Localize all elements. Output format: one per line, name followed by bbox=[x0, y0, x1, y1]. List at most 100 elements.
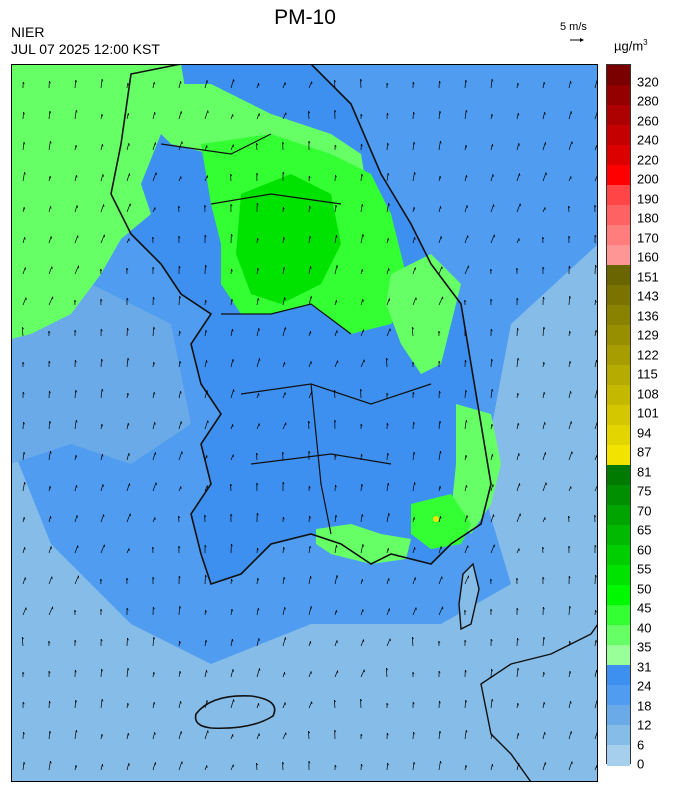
wind-arrow-icon bbox=[74, 144, 78, 151]
wind-reference-arrow-icon bbox=[570, 38, 584, 42]
wind-arrow-icon bbox=[516, 143, 520, 151]
wind-arrow-icon bbox=[568, 421, 573, 430]
wind-arrow-icon bbox=[230, 578, 233, 585]
wind-arrow-icon bbox=[412, 761, 416, 771]
wind-arrow-icon bbox=[282, 761, 285, 771]
wind-arrow-icon bbox=[516, 82, 519, 89]
legend-swatch bbox=[607, 505, 630, 526]
wind-arrow-icon bbox=[126, 702, 129, 709]
wind-arrow-icon bbox=[74, 389, 78, 399]
wind-arrow-icon bbox=[204, 574, 207, 585]
wind-arrow-icon bbox=[516, 392, 519, 399]
wind-arrow-icon bbox=[100, 423, 103, 430]
wind-arrow-icon bbox=[464, 454, 468, 461]
wind-arrow-icon bbox=[464, 669, 467, 678]
legend-swatch bbox=[607, 165, 630, 186]
wind-arrow-icon bbox=[22, 81, 25, 89]
legend-label: 200 bbox=[637, 171, 659, 187]
wind-arrow-icon bbox=[594, 574, 597, 585]
wind-arrow-icon bbox=[152, 142, 157, 151]
wind-arrow-icon bbox=[308, 606, 313, 616]
wind-arrow-icon bbox=[48, 450, 52, 461]
wind-arrow-icon bbox=[464, 359, 467, 368]
wind-arrow-icon bbox=[204, 670, 208, 678]
wind-arrow-icon bbox=[100, 608, 103, 616]
wind-arrow-icon bbox=[360, 423, 363, 429]
wind-arrow-icon bbox=[230, 699, 235, 709]
wind-arrow-icon bbox=[22, 297, 27, 306]
wind-arrow-icon bbox=[100, 638, 103, 647]
wind-arrow-icon bbox=[126, 483, 131, 492]
wind-arrow-icon bbox=[334, 235, 338, 244]
wind-arrow-icon bbox=[48, 760, 52, 771]
wind-arrow-icon bbox=[74, 515, 78, 523]
header-info: NIER JUL 07 2025 12:00 KST bbox=[11, 24, 160, 58]
wind-arrow-icon bbox=[22, 207, 26, 213]
wind-arrow-icon bbox=[490, 764, 494, 771]
map-title: PM-10 bbox=[274, 6, 336, 29]
wind-arrow-icon bbox=[516, 667, 520, 678]
wind-arrow-icon bbox=[74, 79, 78, 89]
wind-arrow-icon bbox=[178, 701, 182, 709]
legend-swatch bbox=[607, 445, 630, 466]
wind-arrow-icon bbox=[74, 359, 77, 368]
wind-arrow-icon bbox=[360, 78, 363, 89]
wind-arrow-icon bbox=[334, 204, 338, 213]
wind-arrow-icon bbox=[542, 392, 546, 399]
legend-swatch bbox=[607, 625, 630, 646]
wind-arrow-icon bbox=[594, 639, 598, 647]
wind-arrow-icon bbox=[568, 575, 571, 585]
legend-label: 115 bbox=[637, 366, 658, 382]
wind-arrow-icon bbox=[256, 202, 259, 213]
wind-arrow-icon bbox=[490, 328, 493, 337]
wind-arrow-icon bbox=[100, 514, 105, 523]
wind-arrow-icon bbox=[48, 80, 51, 89]
coastline bbox=[110, 64, 492, 586]
wind-arrow-icon bbox=[568, 701, 572, 709]
wind-arrow-icon bbox=[411, 326, 414, 337]
wind-arrow-icon bbox=[386, 268, 390, 275]
hotspot bbox=[433, 516, 439, 522]
wind-arrow-icon bbox=[178, 360, 182, 368]
wind-arrow-icon bbox=[516, 548, 520, 554]
legend-swatch bbox=[607, 425, 630, 446]
wind-arrow-icon bbox=[542, 266, 545, 275]
wind-arrow-icon bbox=[256, 512, 259, 523]
wind-arrow-icon bbox=[334, 484, 337, 492]
wind-arrow-icon bbox=[282, 297, 286, 306]
wind-arrow-icon bbox=[152, 606, 155, 616]
wind-arrow-icon bbox=[594, 234, 597, 243]
legend-label: 87 bbox=[637, 444, 652, 460]
wind-arrow-icon bbox=[386, 112, 389, 120]
legend-label: 108 bbox=[637, 386, 659, 402]
wind-arrow-icon bbox=[74, 205, 78, 213]
wind-arrow-icon bbox=[152, 576, 155, 585]
wind-arrow-icon bbox=[464, 329, 467, 337]
wind-arrow-icon bbox=[334, 454, 337, 461]
wind-arrow-icon bbox=[178, 761, 183, 771]
legend-label: 101 bbox=[637, 405, 659, 421]
wind-arrow-icon bbox=[464, 485, 468, 492]
wind-arrow-icon bbox=[100, 268, 103, 275]
wind-arrow-icon bbox=[542, 762, 547, 771]
wind-arrow-icon bbox=[542, 361, 545, 368]
wind-arrow-icon bbox=[360, 544, 364, 554]
wind-arrow-icon bbox=[438, 730, 442, 740]
wind-arrow-icon bbox=[178, 205, 181, 213]
wind-arrow-icon bbox=[464, 764, 468, 771]
wind-arrow-icon bbox=[204, 80, 209, 89]
wind-arrow-icon bbox=[542, 546, 545, 554]
wind-arrow-icon bbox=[282, 546, 285, 554]
legend-swatch bbox=[607, 465, 630, 486]
wind-arrow-icon bbox=[204, 420, 209, 430]
wind-arrow-icon bbox=[204, 110, 209, 120]
wind-arrow-icon bbox=[126, 548, 130, 554]
wind-arrow-icon bbox=[412, 237, 416, 244]
wind-arrow-icon bbox=[516, 637, 519, 647]
wind-arrow-icon bbox=[308, 515, 311, 523]
wind-arrow-icon bbox=[360, 173, 364, 182]
wind-arrow-icon bbox=[386, 452, 389, 461]
wind-arrow-icon bbox=[204, 455, 208, 461]
wind-arrow-icon bbox=[230, 424, 234, 430]
north-west-green bbox=[11, 64, 186, 339]
